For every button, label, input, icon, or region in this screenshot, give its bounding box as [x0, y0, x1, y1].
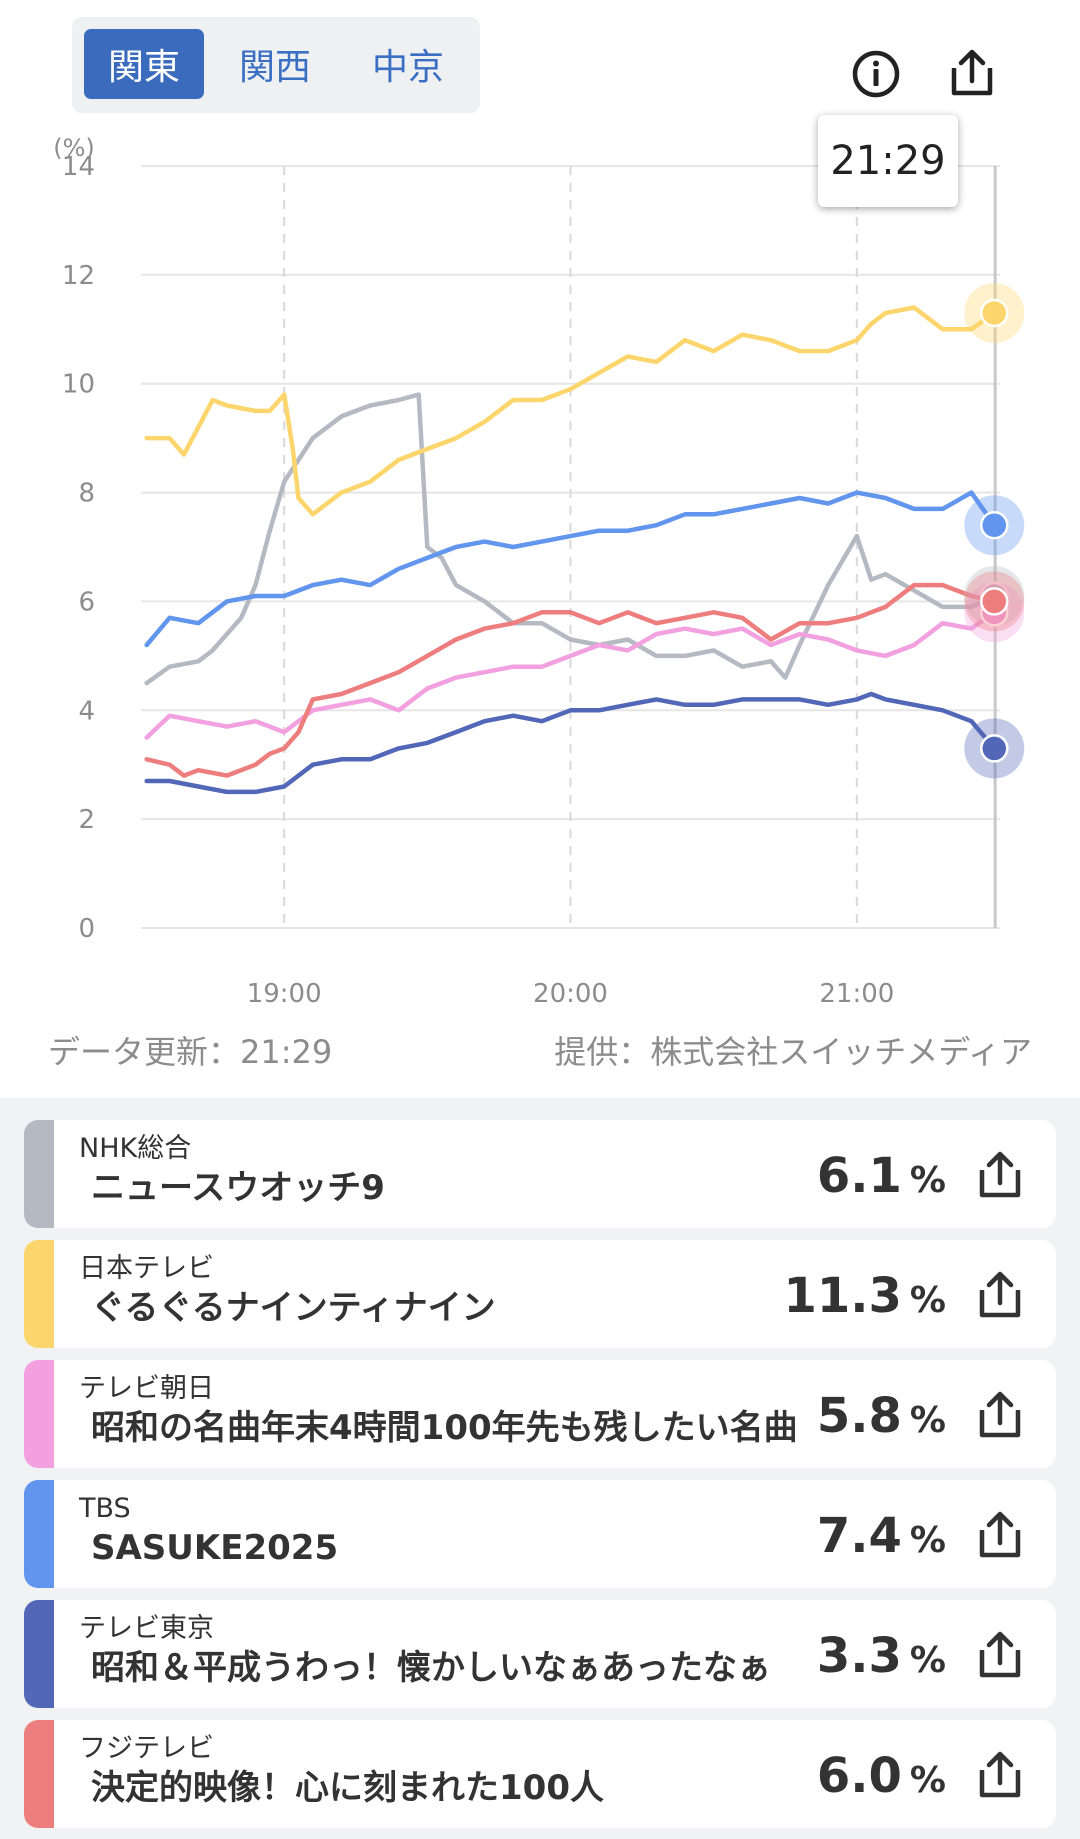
x-tick-label: 20:00 [533, 979, 608, 1009]
series-line [144, 392, 997, 686]
channel-color-bar [24, 1360, 54, 1468]
rating-unit: % [909, 1160, 946, 1201]
channel-info: 日本テレビ ぐるぐるナインティナイン [79, 1252, 849, 1330]
series-line [144, 582, 997, 778]
y-tick-label: 2 [78, 805, 95, 835]
rating-value: 7.4% [817, 1508, 946, 1564]
info-icon[interactable] [850, 48, 902, 100]
rating-value: 11.3% [783, 1268, 946, 1324]
rating-number: 5.8 [816, 1388, 902, 1444]
data-provider: 提供：株式会社スイッチメディア [554, 1033, 1032, 1071]
channel-name: テレビ東京 [79, 1613, 214, 1644]
program-title: ぐるぐるナインティナイン [91, 1288, 496, 1328]
channel-card-fujitv[interactable]: フジテレビ 決定的映像！心に刻まれた100人 6.0% [24, 1720, 1056, 1828]
share-icon[interactable] [974, 1270, 1026, 1322]
share-icon[interactable] [974, 1630, 1026, 1682]
tab-kanto[interactable]: 関東 [84, 29, 204, 99]
channel-info: NHK総合 ニュースウオッチ9 [79, 1132, 849, 1210]
rating-unit: % [909, 1520, 946, 1561]
series-line [144, 490, 997, 648]
rating-value: 6.0% [817, 1748, 946, 1804]
series-marker[interactable] [980, 587, 1009, 616]
rating-value: 3.3% [817, 1628, 946, 1684]
rating-unit: % [909, 1280, 946, 1321]
series-line [144, 305, 997, 517]
series-line [144, 610, 997, 740]
y-axis-label: (%) [53, 134, 95, 162]
rating-number: 11.3 [783, 1268, 902, 1324]
series-line [144, 691, 997, 795]
region-tabs: 関東 関西 中京 [72, 17, 480, 113]
y-tick-label: 4 [78, 696, 95, 726]
y-tick-label: 10 [62, 370, 95, 400]
program-title: SASUKE2025 [91, 1528, 339, 1568]
share-icon[interactable] [974, 1750, 1026, 1802]
share-icon[interactable] [946, 48, 998, 100]
rating-line-chart: (%) 0 2 4 6 8 10 12 14 19:00 20:00 21:00 [53, 134, 1025, 1009]
channel-card-ntv[interactable]: 日本テレビ ぐるぐるナインティナイン 11.3% [24, 1240, 1056, 1348]
x-axis-ticks: 19:00 20:00 21:00 [247, 979, 895, 1009]
y-tick-label: 8 [78, 479, 95, 509]
channel-color-bar [24, 1480, 54, 1588]
channel-list: NHK総合 ニュースウオッチ9 6.1% 日本テレビ ぐるぐるナインティナイン … [0, 1098, 1080, 1839]
chart-series [144, 305, 997, 795]
channel-name: TBS [79, 1493, 131, 1524]
channel-card-nhk[interactable]: NHK総合 ニュースウオッチ9 6.1% [24, 1120, 1056, 1228]
chart-markers [964, 282, 1025, 779]
channel-color-bar [24, 1720, 54, 1828]
channel-name: フジテレビ [79, 1733, 214, 1764]
x-tick-label: 21:00 [819, 979, 894, 1009]
channel-card-tvasahi[interactable]: テレビ朝日 昭和の名曲年末4時間100年先も残したい名曲 5.8% [24, 1360, 1056, 1468]
rating-number: 6.1 [816, 1148, 902, 1204]
channel-card-tbs[interactable]: TBS SASUKE2025 7.4% [24, 1480, 1056, 1588]
channel-info: テレビ東京 昭和＆平成うわっ！懐かしいなぁあったなぁ [79, 1612, 849, 1690]
channel-color-bar [24, 1120, 54, 1228]
channel-name: テレビ朝日 [79, 1373, 214, 1404]
tab-kansai[interactable]: 関西 [238, 47, 311, 88]
series-marker[interactable] [980, 734, 1009, 763]
chart-grid [141, 165, 1000, 929]
channel-color-bar [24, 1600, 54, 1708]
y-tick-label: 12 [62, 261, 95, 291]
update-time: データ更新：21:29 [48, 1033, 333, 1071]
channel-info: TBS SASUKE2025 [79, 1492, 849, 1570]
y-tick-label: 0 [78, 914, 95, 944]
y-axis-ticks: 0 2 4 6 8 10 12 14 [62, 152, 95, 944]
program-title: 昭和＆平成うわっ！懐かしいなぁあったなぁ [91, 1648, 771, 1688]
program-title: 決定的映像！心に刻まれた100人 [91, 1768, 604, 1808]
rating-number: 3.3 [816, 1628, 902, 1684]
x-tick-label: 19:00 [247, 979, 322, 1009]
program-title: ニュースウオッチ9 [91, 1168, 385, 1208]
series-marker[interactable] [980, 298, 1009, 328]
program-title: 昭和の名曲年末4時間100年先も残したい名曲 [91, 1408, 798, 1448]
channel-card-tvtokyo[interactable]: テレビ東京 昭和＆平成うわっ！懐かしいなぁあったなぁ 3.3% [24, 1600, 1056, 1708]
rating-number: 6.0 [816, 1748, 902, 1804]
share-icon[interactable] [974, 1390, 1026, 1442]
channel-info: テレビ朝日 昭和の名曲年末4時間100年先も残したい名曲 [79, 1372, 849, 1450]
channel-name: NHK総合 [79, 1133, 192, 1164]
share-icon[interactable] [974, 1510, 1026, 1562]
rating-number: 7.4 [816, 1508, 902, 1564]
rating-value: 5.8% [817, 1388, 946, 1444]
rating-unit: % [909, 1400, 946, 1441]
rating-unit: % [909, 1640, 946, 1681]
channel-info: フジテレビ 決定的映像！心に刻まれた100人 [79, 1732, 849, 1810]
y-tick-label: 14 [62, 152, 95, 182]
series-marker[interactable] [980, 510, 1009, 540]
channel-name: 日本テレビ [79, 1253, 214, 1284]
time-tooltip: 21:29 [818, 115, 958, 207]
tab-chukyo[interactable]: 中京 [371, 47, 444, 88]
channel-color-bar [24, 1240, 54, 1348]
rating-value: 6.1% [817, 1148, 946, 1204]
rating-unit: % [909, 1760, 946, 1801]
y-tick-label: 6 [78, 587, 95, 617]
share-icon[interactable] [974, 1150, 1026, 1202]
